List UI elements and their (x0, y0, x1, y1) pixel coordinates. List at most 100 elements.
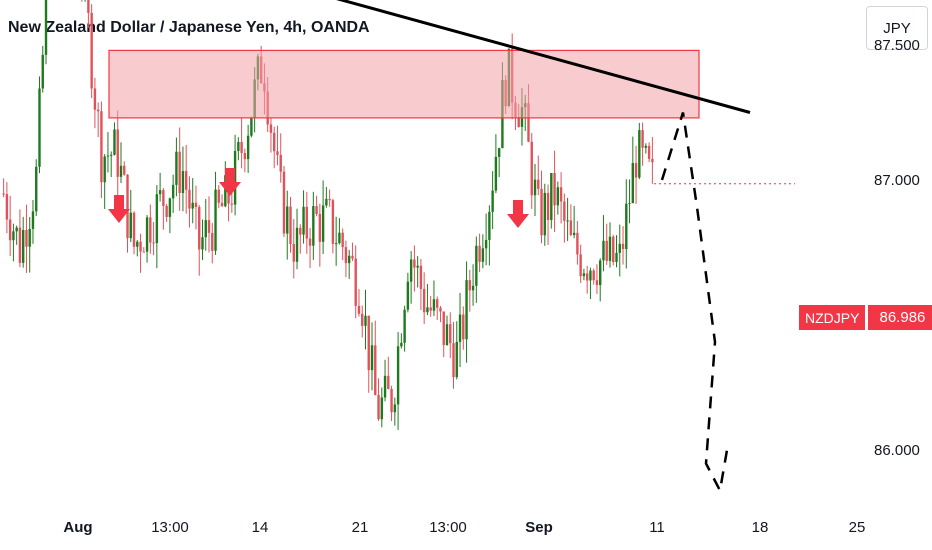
candle-body (194, 202, 198, 208)
candle-body (139, 241, 142, 252)
candle-body (572, 232, 576, 236)
x-tick-label: 25 (849, 519, 866, 536)
candle-body (426, 307, 429, 313)
candle-body (191, 202, 194, 209)
candle-body (168, 198, 172, 217)
candle-body (93, 88, 97, 110)
candle-body (149, 217, 152, 243)
candle-body (279, 154, 282, 172)
down-arrow-icon (108, 195, 130, 223)
candle-body (585, 273, 589, 281)
candle-body (462, 314, 465, 340)
candle-body (224, 175, 227, 207)
candle-body (602, 240, 605, 261)
candle-body (553, 173, 556, 206)
candle-body (546, 192, 550, 221)
down-arrow-icon (219, 168, 241, 196)
price-tag-value: 86.986 (868, 305, 932, 330)
x-tick-label: 18 (752, 519, 769, 536)
candle-body (364, 315, 367, 326)
candle-body (641, 130, 644, 148)
candle-body (579, 254, 582, 277)
candle-body (204, 220, 207, 238)
candle-body (595, 280, 599, 286)
candle-body (380, 397, 383, 420)
candle-body (181, 171, 185, 193)
candle-body (113, 129, 116, 155)
candle-body (302, 206, 305, 235)
candle-body (484, 239, 488, 249)
trendline (336, 0, 751, 114)
candle-body (269, 124, 273, 133)
candle-body (377, 394, 380, 420)
candle-body (5, 194, 9, 220)
candle-body (491, 190, 494, 212)
candle-body (318, 213, 322, 242)
candle-body (612, 236, 615, 263)
candle-body (165, 205, 168, 217)
candle-body (374, 345, 377, 395)
candle-body (100, 111, 103, 183)
candle-body (44, 0, 48, 55)
candle-body (644, 145, 648, 148)
candle-body (403, 309, 406, 343)
candle-body (15, 227, 18, 232)
candle-body (576, 232, 579, 255)
candle-body (207, 220, 211, 233)
candle-body (488, 211, 491, 240)
candle-body (295, 227, 299, 262)
candle-body (605, 240, 608, 261)
candle-body (123, 165, 126, 175)
candle-body (220, 202, 224, 207)
candle-body (387, 375, 390, 390)
candle-body (550, 173, 553, 221)
currency-button[interactable]: JPY (866, 6, 928, 50)
candle-body (328, 198, 331, 201)
candle-body (282, 171, 286, 234)
candle-body (589, 270, 592, 281)
candle-body (87, 0, 90, 13)
candle-body (243, 152, 247, 160)
candle-body (110, 154, 113, 156)
x-tick-label: Sep (525, 519, 553, 536)
candle-body (136, 241, 139, 247)
candle-body (175, 151, 178, 185)
candle-body (155, 194, 159, 244)
candle-body (566, 220, 569, 222)
candle-body (367, 315, 370, 371)
candle-body (396, 346, 400, 405)
candle-body (188, 189, 191, 209)
candle-body (201, 237, 204, 250)
candle-body (103, 156, 106, 183)
candle-body (162, 190, 165, 206)
candle-body (25, 230, 28, 247)
candle-body (621, 243, 625, 250)
candle-body (569, 220, 573, 236)
candle-body (334, 243, 338, 245)
candle-body (351, 255, 354, 259)
candle-body (152, 242, 155, 244)
candle-body (2, 193, 5, 195)
x-axis: Aug 13:00 14 21 13:00 Sep 11 18 25 (63, 519, 865, 536)
candle-body (116, 129, 119, 177)
candle-body (286, 206, 289, 234)
candle-body (347, 255, 351, 264)
candle-body (41, 54, 44, 89)
resistance-zone (108, 49, 700, 119)
candle-body (422, 288, 426, 313)
candle-body (458, 314, 462, 342)
candle-body (8, 219, 12, 241)
candle-body (325, 198, 328, 206)
candle-body (217, 189, 220, 203)
candle-body (436, 299, 439, 308)
candle-body (312, 206, 315, 246)
candle-body (214, 189, 217, 251)
annotations (108, 0, 795, 495)
candle-body (184, 171, 188, 190)
candle-body (273, 132, 276, 152)
candle-body (276, 151, 279, 155)
candle-body (618, 243, 621, 253)
candle-body (142, 251, 146, 253)
candle-body (308, 238, 312, 246)
